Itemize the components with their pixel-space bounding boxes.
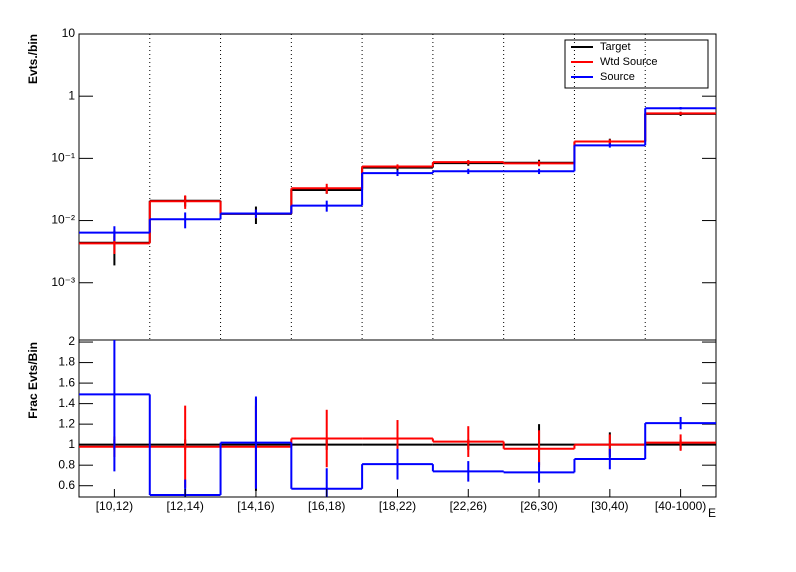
x-tick-label: [12,14) [166,499,203,513]
y-tick-label: 10 [62,26,76,40]
legend-label: Source [600,71,635,83]
y-tick-label: 1.8 [58,355,75,369]
y-tick-label: 0.8 [58,457,75,471]
x-tick-label: [26,30) [520,499,557,513]
y-tick-label: 1.6 [58,375,75,389]
y-tick-label: 1 [68,88,75,102]
x-tick-label: [30,40) [591,499,628,513]
y-tick-label: 1 [68,437,75,451]
x-tick-label: [10,12) [96,499,133,513]
y-tick-label: 2 [68,334,75,348]
y-tick-label: 1.2 [58,416,75,430]
y-tick-label: 10⁻³ [51,275,75,289]
legend-label: Target [600,41,631,53]
legend-label: Wtd Source [600,56,657,68]
x-tick-label: [40-1000) [655,499,706,513]
upper-y-label: Evts./bin [26,34,40,84]
y-tick-label: 10⁻² [51,213,75,227]
y-tick-label: 0.6 [58,478,75,492]
x-tick-label: [18,22) [379,499,416,513]
x-axis-label: E [708,506,716,520]
y-tick-label: 10⁻¹ [51,151,75,165]
y-tick-label: 1.4 [58,396,75,410]
lower-y-label: Frac Evts/Bin [26,342,40,419]
x-tick-label: [14,16) [237,499,274,513]
x-tick-label: [22,26) [450,499,487,513]
x-tick-label: [16,18) [308,499,345,513]
